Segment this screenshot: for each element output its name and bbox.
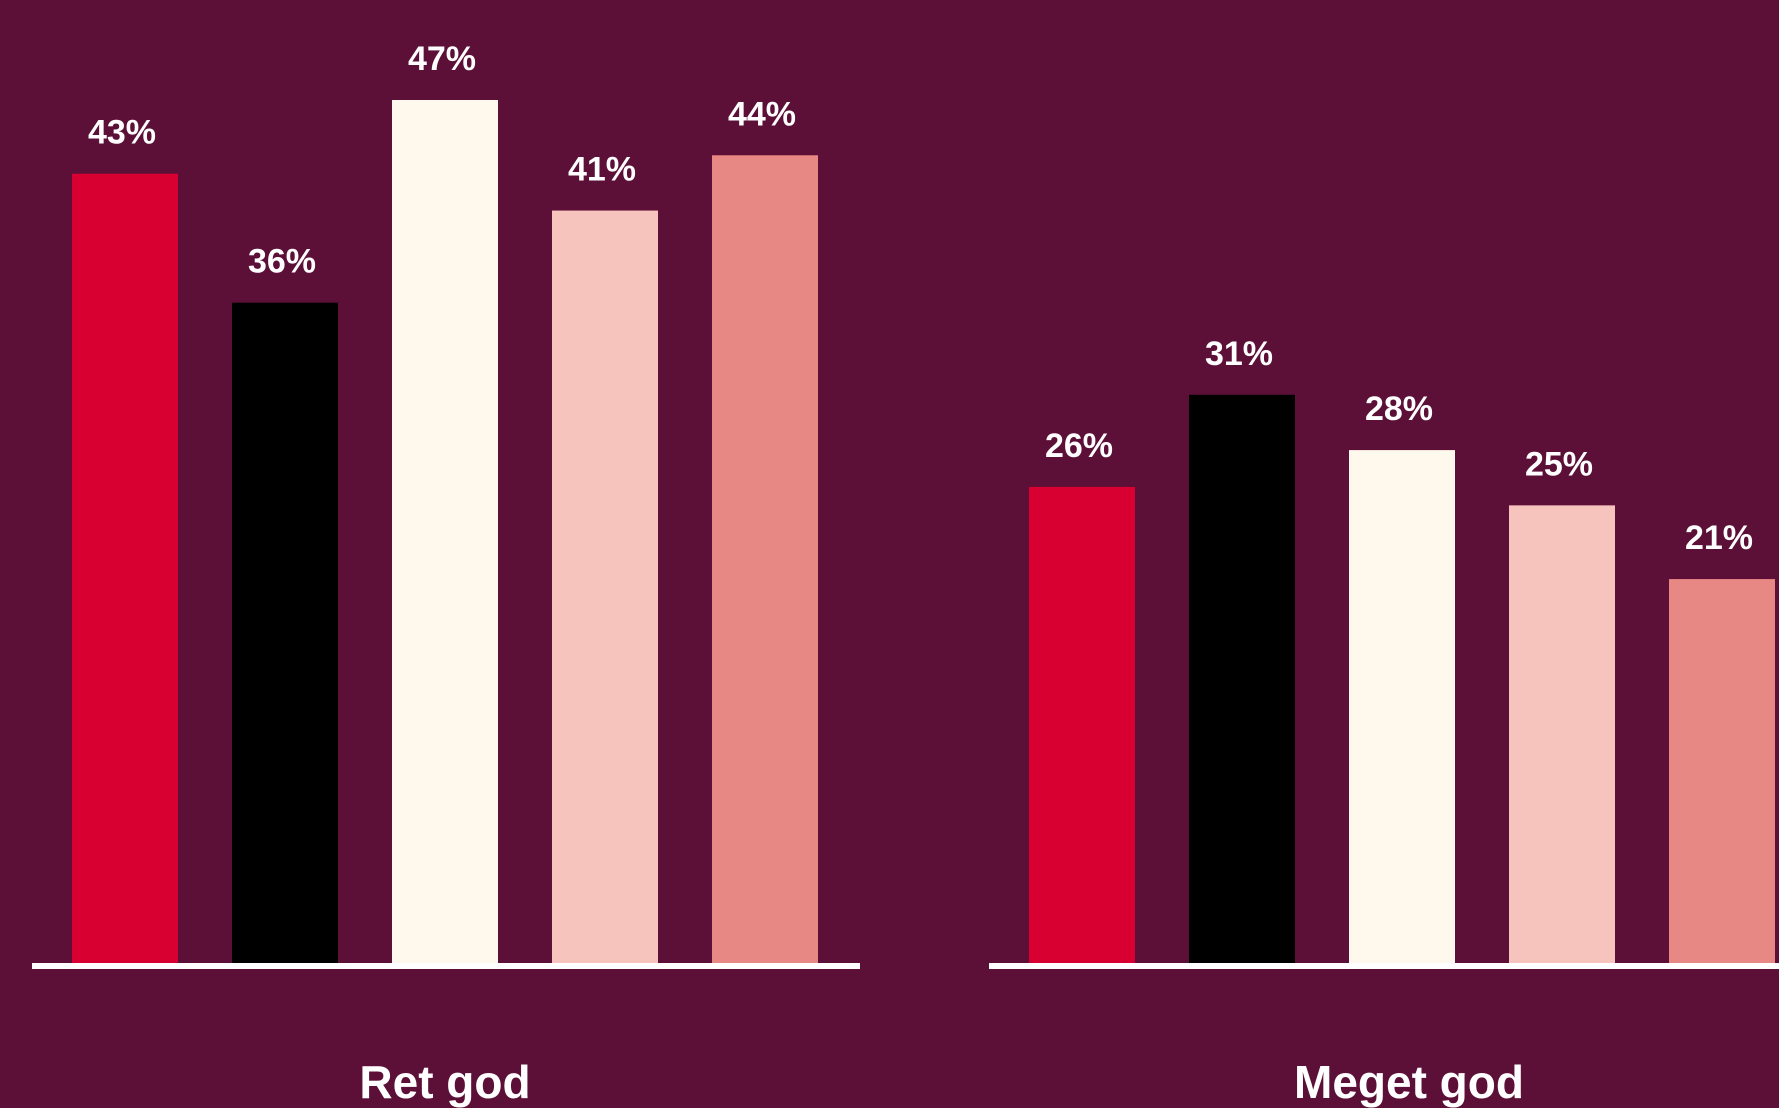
data-label-ret-god-2: 36% <box>248 243 316 281</box>
bar-meget-god-5 <box>1669 579 1775 966</box>
bar-meget-god-1 <box>1029 486 1135 966</box>
data-label-ret-god-4: 41% <box>568 151 636 189</box>
data-label-ret-god-1: 43% <box>88 114 156 152</box>
data-label-ret-god-5: 44% <box>728 95 796 133</box>
data-label-meget-god-4: 25% <box>1525 445 1593 483</box>
bar-meget-god-3 <box>1349 450 1455 967</box>
bar-ret-god-5 <box>712 155 818 966</box>
category-label-meget-god: Meget god <box>1294 1056 1524 1108</box>
bar-ret-god-3 <box>392 100 498 966</box>
bar-ret-god-1 <box>72 173 178 966</box>
data-label-meget-god-1: 26% <box>1045 427 1113 465</box>
bar-meget-god-2 <box>1189 394 1295 967</box>
category-label-ret-god: Ret god <box>359 1056 530 1108</box>
bar-meget-god-4 <box>1509 505 1615 966</box>
data-label-ret-god-3: 47% <box>408 40 476 78</box>
bar-ret-god-2 <box>232 302 338 966</box>
data-label-meget-god-3: 28% <box>1365 390 1433 428</box>
data-label-meget-god-2: 31% <box>1205 335 1273 373</box>
bar-ret-god-4 <box>552 210 658 966</box>
data-label-meget-god-5: 21% <box>1685 519 1753 557</box>
